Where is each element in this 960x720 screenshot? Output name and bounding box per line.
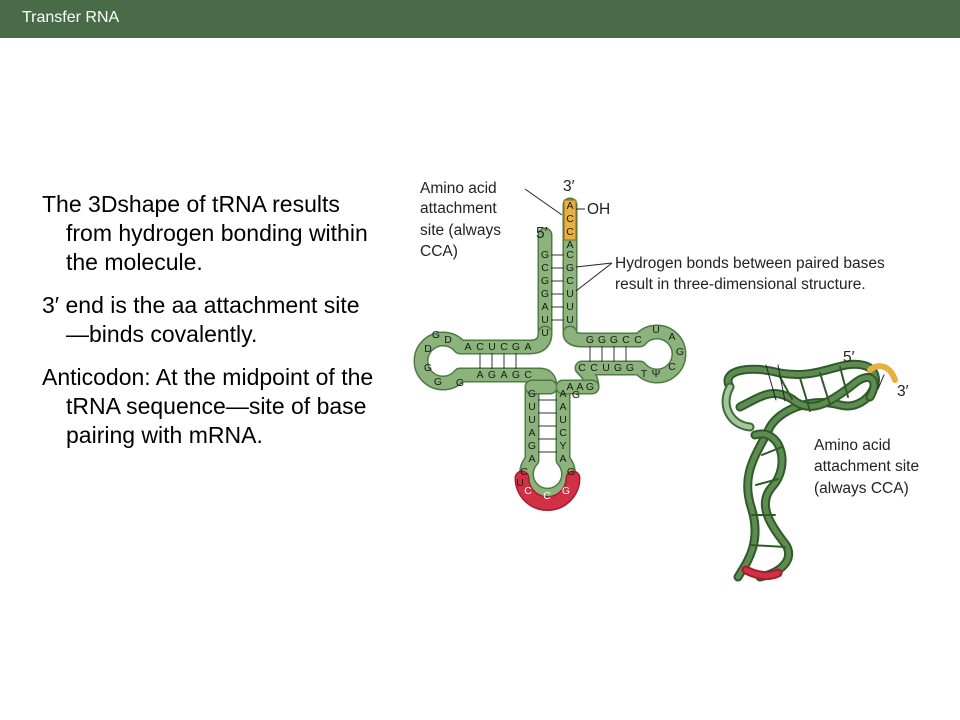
base-ac-left: U bbox=[528, 401, 536, 413]
label-3-prime: 3′ bbox=[563, 178, 575, 195]
label-oh: OH bbox=[587, 201, 610, 218]
base-t-bottom: G bbox=[614, 362, 622, 374]
base-t-bottom: U bbox=[602, 362, 610, 374]
cloverleaf-structure bbox=[421, 200, 679, 504]
label-3d-3-prime: 3′ bbox=[897, 383, 909, 400]
base-t-top: C bbox=[622, 334, 630, 346]
base-d-bottom: A bbox=[500, 369, 507, 381]
base-acceptor-5: G bbox=[541, 275, 549, 287]
base-variable: G bbox=[586, 381, 594, 393]
base-t-loop: U bbox=[652, 324, 660, 336]
label-amino-acid-site: Amino acid bbox=[420, 180, 497, 197]
base-acceptor-5: G bbox=[541, 249, 549, 261]
base-ac-left: G bbox=[528, 388, 536, 400]
base-d-loop: G bbox=[432, 329, 440, 341]
base-acceptor-3: U bbox=[566, 314, 574, 326]
base-acceptor-5: G bbox=[541, 288, 549, 300]
base-d-top: C bbox=[476, 341, 484, 353]
base-ac-right: A bbox=[559, 453, 566, 465]
base-acceptor-3: G bbox=[566, 262, 574, 274]
base-acceptor-3: U bbox=[566, 301, 574, 313]
base-ac-left: A bbox=[528, 453, 535, 465]
base-d-top: A bbox=[524, 341, 531, 353]
base-acceptor-5: A bbox=[541, 301, 548, 313]
base-t-loop: A bbox=[668, 331, 675, 343]
base-anticodon: G bbox=[562, 485, 570, 497]
bullet-item: The 3Dshape of tRNA results from hydroge… bbox=[42, 190, 382, 277]
base-d-loop: G bbox=[424, 362, 432, 374]
base-cca: C bbox=[566, 213, 574, 225]
bullet-list: The 3Dshape of tRNA results from hydroge… bbox=[42, 190, 382, 464]
base-ac-right: A bbox=[559, 401, 566, 413]
base-t-loop: Ψ bbox=[652, 368, 661, 380]
base-ac-left: A bbox=[528, 427, 535, 439]
label-3d-amino-acid-site: attachment site bbox=[814, 458, 919, 475]
base-variable: G bbox=[572, 389, 580, 401]
base-t-top: C bbox=[634, 334, 642, 346]
trna-diagram: A C C G C G G A U U A C G C U U U A C U … bbox=[400, 165, 945, 595]
base-t-top: G bbox=[610, 334, 618, 346]
base-d-bottom: A bbox=[476, 369, 483, 381]
base-d-top: A bbox=[464, 341, 471, 353]
base-ac-right: U bbox=[559, 414, 567, 426]
label-amino-acid-site: CCA) bbox=[420, 243, 458, 260]
base-acceptor-5: U bbox=[541, 314, 549, 326]
base-acceptor-3: C bbox=[566, 249, 574, 261]
base-t-bottom: G bbox=[626, 362, 634, 374]
label-3d-5-prime: 5′ bbox=[843, 349, 855, 366]
label-3d-amino-acid-site: Amino acid bbox=[814, 437, 891, 454]
base-acceptor-5: U bbox=[541, 327, 549, 339]
base-d-top: G bbox=[512, 341, 520, 353]
base-d-loop: D bbox=[444, 334, 452, 346]
label-hydrogen-bonds: result in three-dimensional structure. bbox=[615, 276, 866, 293]
base-d-bottom: G bbox=[512, 369, 520, 381]
base-t-loop: C bbox=[668, 361, 676, 373]
bullet-item: Anticodon: At the midpoint of the tRNA s… bbox=[42, 363, 382, 450]
base-d-top: U bbox=[488, 341, 496, 353]
base-d-bottom: C bbox=[524, 369, 532, 381]
base-ac-left: G bbox=[528, 440, 536, 452]
cloverleaf-labels: Amino acid attachment site (always CCA) … bbox=[420, 178, 885, 293]
base-anticodon: C bbox=[524, 485, 532, 497]
base-anticodon: C bbox=[543, 490, 551, 502]
label-hydrogen-bonds: Hydrogen bonds between paired bases bbox=[615, 255, 885, 272]
base-ac-loop: G bbox=[567, 466, 575, 478]
base-acceptor-3: C bbox=[566, 275, 574, 287]
base-t-loop: G bbox=[676, 346, 684, 358]
base-acceptor-5: C bbox=[541, 262, 549, 274]
base-d-bottom: G bbox=[488, 369, 496, 381]
base-t-bottom: C bbox=[578, 362, 586, 374]
base-cca: C bbox=[566, 226, 574, 238]
base-ac-left: U bbox=[528, 414, 536, 426]
label-amino-acid-site: site (always bbox=[420, 222, 501, 239]
label-3d-amino-acid-site: (always CCA) bbox=[814, 480, 909, 497]
base-t-bottom: C bbox=[590, 362, 598, 374]
base-d-loop: D bbox=[424, 343, 432, 355]
slide-title: Transfer RNA bbox=[22, 9, 119, 27]
title-bar: Transfer RNA bbox=[0, 0, 960, 38]
label-5-prime: 5′ bbox=[536, 225, 548, 242]
base-ac-right: C bbox=[559, 427, 567, 439]
base-acceptor-3: U bbox=[566, 288, 574, 300]
base-t-top: G bbox=[598, 334, 606, 346]
base-d-loop: G bbox=[434, 376, 442, 388]
base-t-loop: T bbox=[641, 368, 648, 380]
bullet-item: 3′ end is the aa attachment site—binds c… bbox=[42, 291, 382, 349]
base-t-top: G bbox=[586, 334, 594, 346]
base-d-loop: G bbox=[456, 377, 464, 389]
label-amino-acid-site: attachment bbox=[420, 200, 497, 217]
base-cca: A bbox=[566, 200, 573, 212]
base-ac-loop: U bbox=[516, 477, 524, 489]
base-ac-right: Y bbox=[559, 440, 566, 452]
base-d-top: C bbox=[500, 341, 508, 353]
base-ac-right: A bbox=[559, 388, 566, 400]
